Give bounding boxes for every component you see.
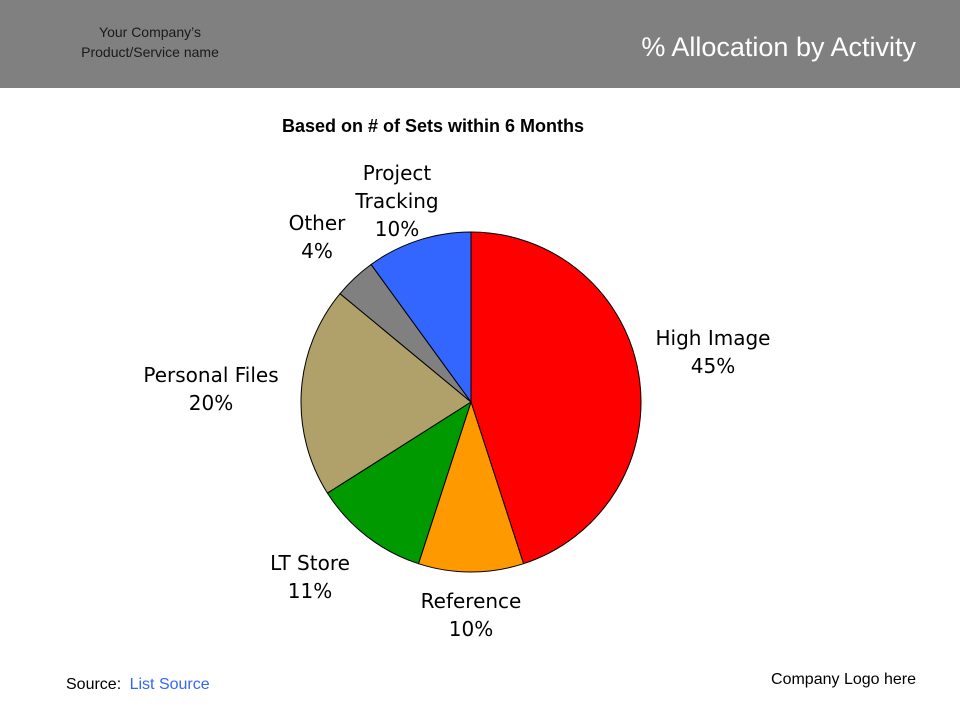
pie-slice bbox=[370, 231, 472, 404]
company-name-line2: Product/Service name bbox=[81, 44, 219, 60]
slice-value-label: 45% bbox=[691, 354, 735, 378]
slice-category-label: Other bbox=[289, 211, 347, 235]
slide-title: % Allocation by Activity bbox=[641, 32, 916, 62]
source-note: Source: List Source bbox=[66, 676, 210, 694]
source-value: List Source bbox=[129, 676, 210, 693]
header-bar: Your Company’s Product/Service name % Al… bbox=[0, 0, 960, 88]
company-name-line1: Your Company’s bbox=[99, 24, 201, 40]
pie-slice bbox=[417, 400, 525, 573]
slice-value-label: 4% bbox=[301, 239, 333, 263]
slice-category-label: Tracking bbox=[354, 189, 438, 213]
pie-slice bbox=[470, 231, 642, 565]
company-logo-placeholder: Company Logo here bbox=[771, 671, 916, 688]
slice-category-label: Reference bbox=[421, 589, 522, 613]
slice-value-label: 20% bbox=[189, 391, 233, 415]
slice-value-label: 11% bbox=[288, 579, 332, 603]
pie-slice bbox=[300, 292, 472, 494]
slice-category-label: High Image bbox=[656, 326, 771, 350]
source-label: Source: bbox=[66, 676, 122, 693]
slice-category-label: LT Store bbox=[270, 551, 350, 575]
pie-slice bbox=[326, 400, 472, 565]
chart-title: Based on # of Sets within 6 Months bbox=[281, 116, 585, 136]
slice-value-label: 10% bbox=[449, 617, 493, 641]
slice-category-label: Personal Files bbox=[143, 363, 278, 387]
slice-value-label: 10% bbox=[375, 217, 419, 241]
slice-category-label: Project bbox=[363, 161, 432, 185]
company-name: Your Company’s Product/Service name bbox=[30, 22, 270, 62]
